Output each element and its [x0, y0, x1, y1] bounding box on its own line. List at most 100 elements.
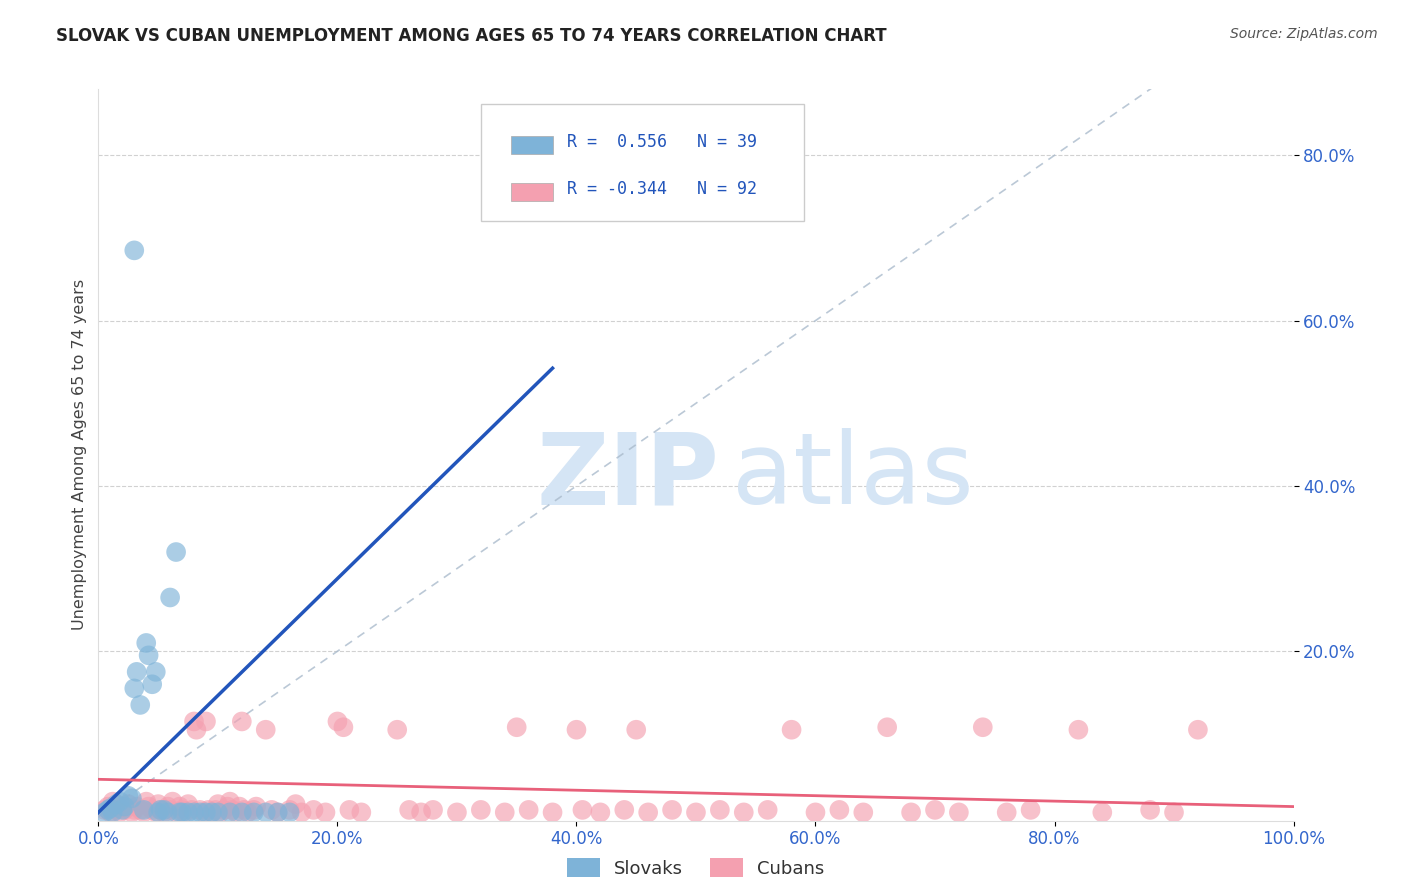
Point — [114, 803, 136, 817]
Point — [219, 805, 242, 820]
Point — [254, 805, 277, 820]
Point — [148, 805, 170, 820]
Legend: Slovaks, Cubans: Slovaks, Cubans — [560, 851, 832, 885]
Point — [156, 799, 179, 814]
Point — [98, 805, 122, 820]
Point — [149, 803, 172, 817]
Point — [101, 805, 124, 820]
Point — [290, 805, 312, 820]
Point — [852, 805, 875, 820]
Point — [93, 805, 115, 820]
Point — [153, 803, 176, 817]
Point — [183, 805, 205, 820]
Point — [470, 803, 492, 817]
Point — [506, 720, 529, 734]
Point — [219, 795, 242, 809]
Y-axis label: Unemployment Among Ages 65 to 74 years: Unemployment Among Ages 65 to 74 years — [72, 279, 87, 631]
Point — [236, 805, 259, 820]
Text: SLOVAK VS CUBAN UNEMPLOYMENT AMONG AGES 65 TO 74 YEARS CORRELATION CHART: SLOVAK VS CUBAN UNEMPLOYMENT AMONG AGES … — [56, 27, 887, 45]
Point — [709, 803, 731, 817]
Point — [260, 803, 283, 817]
Point — [278, 805, 301, 820]
Point — [1019, 803, 1042, 817]
Point — [267, 805, 290, 820]
Point — [804, 805, 827, 820]
Point — [148, 797, 170, 811]
Point — [138, 648, 160, 663]
Point — [193, 805, 215, 820]
Point — [756, 803, 779, 817]
Point — [685, 805, 707, 820]
Point — [98, 801, 122, 815]
Point — [117, 797, 139, 811]
Point — [149, 803, 172, 817]
Point — [132, 805, 155, 820]
Point — [1091, 805, 1114, 820]
Point — [108, 795, 131, 809]
Point — [129, 803, 152, 817]
Point — [105, 797, 128, 811]
Point — [121, 805, 143, 820]
Point — [661, 803, 683, 817]
Point — [212, 803, 235, 817]
Point — [231, 714, 253, 729]
Point — [221, 803, 243, 817]
Point — [97, 799, 120, 814]
Point — [129, 698, 152, 712]
Point — [613, 803, 636, 817]
Point — [207, 797, 229, 811]
Point — [1187, 723, 1209, 737]
Point — [254, 723, 277, 737]
Point — [169, 805, 191, 820]
Point — [326, 714, 349, 729]
Point — [385, 723, 409, 737]
Point — [153, 805, 176, 820]
Point — [173, 805, 195, 820]
Point — [948, 805, 970, 820]
Point — [177, 805, 200, 820]
Point — [101, 795, 124, 809]
Text: R = -0.344   N = 92: R = -0.344 N = 92 — [567, 180, 756, 198]
Point — [1163, 805, 1185, 820]
Point — [398, 803, 420, 817]
FancyBboxPatch shape — [510, 184, 553, 202]
Point — [201, 805, 224, 820]
Point — [124, 681, 146, 696]
Point — [900, 805, 922, 820]
Point — [231, 805, 253, 820]
Point — [589, 805, 612, 820]
Point — [350, 805, 373, 820]
Point — [162, 795, 184, 809]
Point — [183, 714, 205, 729]
Point — [141, 677, 163, 691]
Point — [117, 789, 139, 803]
Point — [243, 805, 266, 820]
Text: Source: ZipAtlas.com: Source: ZipAtlas.com — [1230, 27, 1378, 41]
Point — [315, 805, 337, 820]
Point — [135, 795, 157, 809]
Point — [780, 723, 803, 737]
Point — [172, 805, 194, 820]
Point — [494, 805, 516, 820]
Point — [132, 803, 155, 817]
Text: R =  0.556   N = 39: R = 0.556 N = 39 — [567, 133, 756, 151]
Point — [194, 714, 217, 729]
Point — [267, 805, 290, 820]
Point — [197, 803, 219, 817]
Text: ZIP: ZIP — [537, 428, 720, 525]
Point — [165, 805, 187, 820]
Point — [733, 805, 755, 820]
Point — [565, 723, 588, 737]
Point — [233, 803, 256, 817]
Point — [159, 591, 181, 605]
Point — [228, 799, 250, 814]
Point — [135, 636, 157, 650]
Point — [105, 803, 128, 817]
Point — [245, 799, 267, 814]
Point — [332, 720, 354, 734]
Point — [924, 803, 946, 817]
Point — [1067, 723, 1090, 737]
FancyBboxPatch shape — [510, 136, 553, 154]
Point — [188, 805, 211, 820]
Point — [828, 803, 851, 817]
